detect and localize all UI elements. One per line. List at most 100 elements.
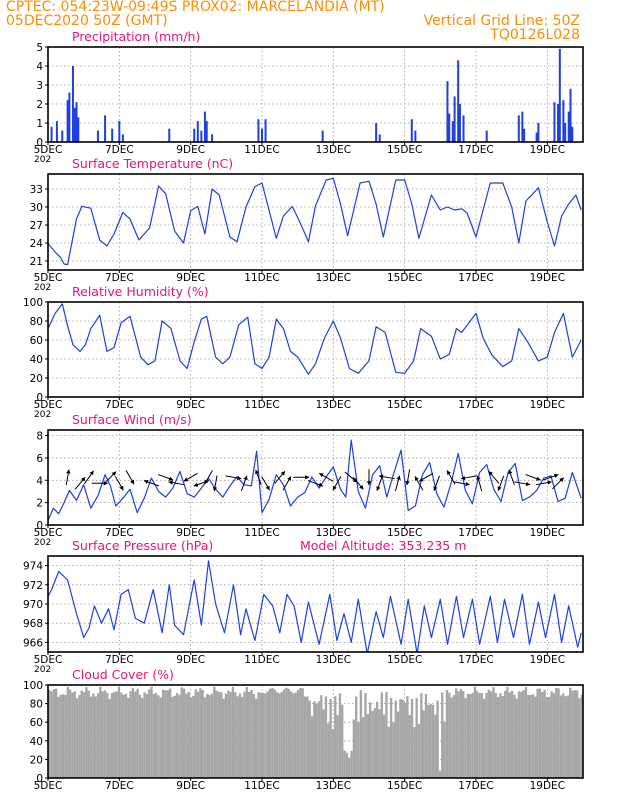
cloud-bar [320,695,323,778]
cloud-bar [324,696,328,778]
y-tick-label: 6 [36,453,43,465]
cloud-bar [541,691,544,778]
cloud-bar [534,696,537,778]
header-model-id: TQ0126L028 [490,27,580,43]
cloud-bar [515,698,518,778]
wind-arrow-head [366,481,372,486]
cloud-bar [136,688,139,778]
cloud-bar [92,693,95,778]
wind-arrow [394,475,401,492]
panel-5 [45,684,584,781]
header-date: 05DEC2020 50Z (GMT) [6,13,168,29]
cloud-bar [427,704,430,778]
wind-arrow-head [89,470,94,476]
wind-arrow [332,476,342,491]
x-tick-label: 7DEC [105,780,134,792]
wind-arrow [240,475,248,491]
cloud-bar [236,696,239,778]
cloud-bar [303,696,307,778]
cloud-bar [373,708,376,778]
cloud-bar [529,695,532,778]
cloud-bar [352,719,356,778]
x-year-label: 202 [34,410,51,420]
precip-bar [61,130,64,142]
x-tick-label: 5DEC [34,399,63,411]
wind-arrow [183,472,198,482]
y-tick-label: 60 [30,717,43,729]
cloud-bar [308,700,311,778]
cloud-bar [369,702,372,778]
cloud-bar [485,692,488,778]
cloud-bar [82,692,86,778]
cloud-bar [66,686,69,778]
wind-arrow-head [332,485,337,491]
data-layer [48,439,582,521]
y-tick-label: 20 [30,754,43,766]
precip-bar [462,115,465,142]
wind-arrow [158,474,174,481]
cloud-bar [264,693,267,778]
precip-bar [118,121,121,142]
precip-bar [203,111,206,142]
panel-frame [47,173,584,271]
y-tick-label: 1 [36,118,43,130]
wind-arrow-head [265,485,270,491]
x-tick-label: 11DEC [244,654,279,666]
wind-arrow-head [405,480,410,486]
cloud-bar [138,694,142,778]
wind-arrow-head [476,475,481,480]
cloud-bar [480,692,483,778]
y-tick-label: 27 [30,220,43,232]
cloud-bar [285,687,288,778]
precip-bar [378,134,381,142]
cloud-bar [545,696,549,778]
x-tick-label: 19DEC [530,272,565,284]
cloud-bar [68,689,72,778]
x-tick-label: 15DEC [387,272,422,284]
cloud-bar [459,688,463,778]
cloud-bar [420,693,423,778]
wind-arrow [225,475,242,481]
header-line-1: CPTEC: 054:23W-09:49S PROX02: MARCELANDI… [6,0,385,15]
cloud-bar [329,699,332,778]
panel-title: Surface Wind (m/s) [72,412,192,427]
x-tick-label: 11DEC [244,144,279,156]
cloud-bar [248,691,251,778]
cloud-bar [489,691,493,778]
panel-frame [47,684,584,779]
precip-bar [562,100,565,142]
cloud-bar [273,689,276,778]
wind-arrow [497,475,505,491]
cloud-bar [57,696,60,778]
cloud-bar [173,695,176,778]
precip-bar [96,130,99,142]
cloud-bar [424,694,428,778]
cloud-bar [492,687,495,778]
cloud-bar [343,750,346,778]
wind-arrow-head [204,479,209,485]
cloud-bar [338,693,342,778]
y-tick-label: 972 [23,580,43,592]
wind-arrow [543,473,559,481]
cloud-bar [148,689,151,778]
wind-arrow [168,480,185,486]
cloud-bar [496,697,500,778]
wind-arrow-head [212,486,218,492]
cloud-bar [403,702,407,778]
cloud-bar [317,701,321,778]
cloud-bar [161,689,165,778]
precip-bar [558,48,561,142]
cloud-bar [227,690,230,778]
wind-arrow-head [376,486,381,491]
wind-arrow-head [318,482,324,487]
x-year-label: 202 [34,665,51,675]
precip-bar [458,104,461,142]
cloud-bar [175,693,179,778]
cloud-bar [194,689,197,778]
cloud-bar [334,696,337,778]
x-tick-label: 15DEC [387,780,422,792]
precip-bar [111,128,114,142]
cloud-bar [171,696,174,778]
cloud-bar [562,693,565,778]
cloud-bar [189,697,193,778]
